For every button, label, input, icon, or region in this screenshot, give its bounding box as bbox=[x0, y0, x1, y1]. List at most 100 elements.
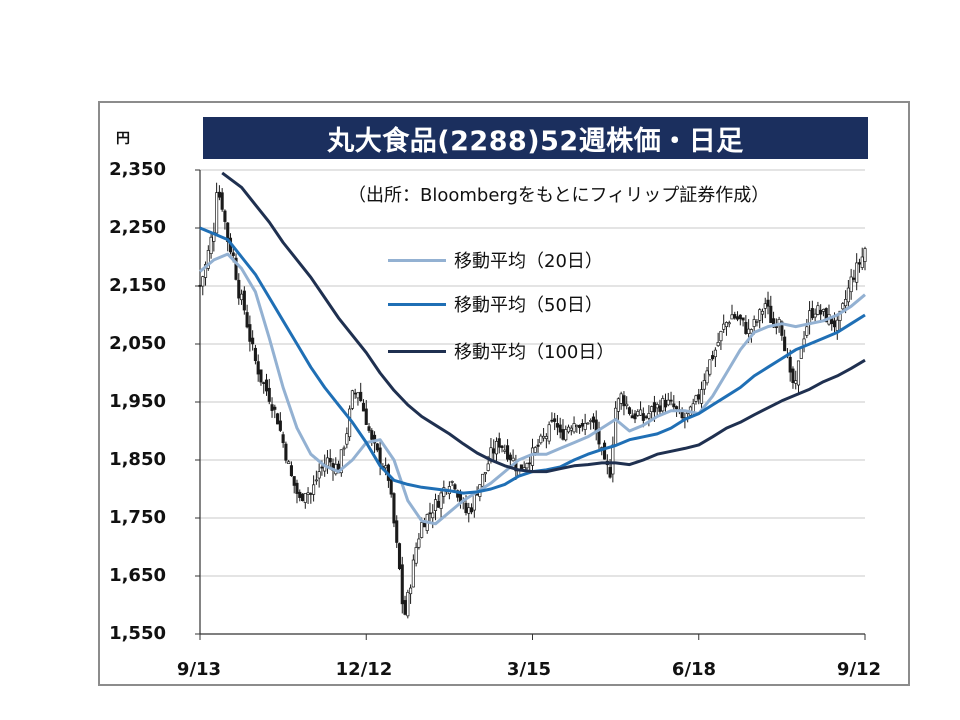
candle-body bbox=[281, 434, 285, 444]
candle-body bbox=[303, 493, 307, 503]
candle-body bbox=[722, 323, 726, 330]
candle-body bbox=[497, 438, 501, 448]
candle-body bbox=[442, 487, 446, 497]
candle-body bbox=[528, 462, 532, 465]
candle-body bbox=[741, 317, 745, 321]
candle-body bbox=[264, 379, 269, 392]
candle-body bbox=[616, 398, 620, 412]
candle-body bbox=[630, 415, 634, 419]
y-tick-label: 2,050 bbox=[109, 333, 166, 354]
candle-body bbox=[566, 426, 571, 433]
candle-body bbox=[384, 465, 388, 469]
candle-body bbox=[262, 382, 266, 384]
legend-item-ma50: 移動平均（50日） bbox=[388, 291, 603, 317]
candle-body bbox=[431, 512, 435, 519]
candle-body bbox=[838, 310, 842, 321]
candle-body bbox=[400, 564, 404, 605]
candle-body bbox=[475, 493, 479, 496]
candle-body bbox=[492, 448, 496, 454]
candle-body bbox=[342, 447, 346, 450]
candle-body bbox=[794, 380, 798, 384]
candle-body bbox=[403, 600, 407, 615]
candle-body bbox=[267, 387, 271, 402]
candle-body bbox=[483, 472, 487, 475]
candle-body bbox=[406, 591, 410, 617]
candle-body bbox=[209, 236, 213, 254]
candle-body bbox=[422, 522, 426, 528]
legend-label-ma20: 移動平均（20日） bbox=[454, 251, 603, 272]
candle-body bbox=[844, 299, 848, 307]
candle-body bbox=[863, 248, 867, 262]
candle-body bbox=[564, 429, 568, 441]
candle-body bbox=[860, 256, 864, 268]
candle-body bbox=[586, 422, 590, 425]
y-tick-label: 2,250 bbox=[109, 217, 166, 238]
candle-body bbox=[857, 262, 862, 265]
candle-body bbox=[256, 361, 260, 375]
candle-body bbox=[203, 264, 208, 278]
chart-title: 丸大食品(2288)52週株価・日足 bbox=[203, 117, 868, 159]
candle-body bbox=[755, 321, 759, 323]
candle-body bbox=[547, 424, 551, 442]
candle-body bbox=[669, 399, 673, 402]
candle-body bbox=[558, 424, 562, 433]
candle-body bbox=[622, 395, 626, 407]
candle-body bbox=[591, 416, 596, 423]
candle-body bbox=[788, 356, 792, 373]
candle-body bbox=[359, 391, 363, 402]
x-tick-label: 6/18 bbox=[671, 659, 717, 680]
candle-body bbox=[411, 559, 415, 588]
legend-swatch-ma100 bbox=[388, 349, 446, 353]
candle-body bbox=[561, 429, 565, 440]
candle-body bbox=[530, 447, 535, 466]
candle-body bbox=[711, 355, 715, 360]
candle-body bbox=[666, 399, 670, 406]
candle-body bbox=[633, 413, 637, 420]
candle-body bbox=[506, 445, 510, 460]
candle-body bbox=[658, 405, 662, 412]
candle-body bbox=[774, 326, 778, 329]
candle-body bbox=[206, 250, 210, 269]
candle-body bbox=[414, 547, 418, 564]
candle-body bbox=[805, 326, 809, 336]
candle-body bbox=[298, 491, 302, 498]
candle-body bbox=[705, 370, 709, 384]
candle-body bbox=[589, 420, 593, 422]
source-note: （出所：Bloombergをもとにフィリップ証券作成） bbox=[348, 185, 770, 206]
candle-body bbox=[364, 408, 368, 425]
candle-body bbox=[747, 328, 751, 335]
candle-body bbox=[345, 433, 349, 445]
candle-body bbox=[846, 287, 850, 303]
candle-body bbox=[389, 479, 393, 495]
candle-body bbox=[641, 413, 645, 421]
candle-body bbox=[539, 435, 543, 444]
candle-body bbox=[353, 392, 357, 395]
candle-body bbox=[350, 390, 354, 409]
candle-body bbox=[719, 331, 723, 342]
candle-body bbox=[733, 314, 737, 319]
candle-body bbox=[550, 419, 554, 422]
candle-body bbox=[675, 406, 679, 410]
candle-body bbox=[436, 501, 440, 508]
candle-body bbox=[724, 322, 729, 328]
candle-body bbox=[763, 303, 767, 309]
candle-body bbox=[819, 309, 823, 315]
candle-body bbox=[611, 444, 615, 475]
candle-body bbox=[835, 319, 839, 331]
candle-body bbox=[481, 473, 485, 487]
candle-body bbox=[253, 347, 257, 361]
candle-body bbox=[636, 411, 640, 416]
candle-body bbox=[810, 308, 814, 319]
candle-body bbox=[223, 210, 227, 222]
candle-body bbox=[284, 443, 288, 461]
candle-body bbox=[816, 305, 820, 315]
candle-body bbox=[625, 403, 629, 407]
candle-body bbox=[395, 520, 399, 543]
candle-body bbox=[661, 398, 665, 412]
candle-body bbox=[655, 404, 659, 409]
candle-body bbox=[439, 492, 443, 509]
candle-body bbox=[231, 252, 235, 256]
candle-body bbox=[201, 276, 205, 287]
candle-body bbox=[575, 425, 579, 428]
candle-body bbox=[760, 310, 765, 315]
